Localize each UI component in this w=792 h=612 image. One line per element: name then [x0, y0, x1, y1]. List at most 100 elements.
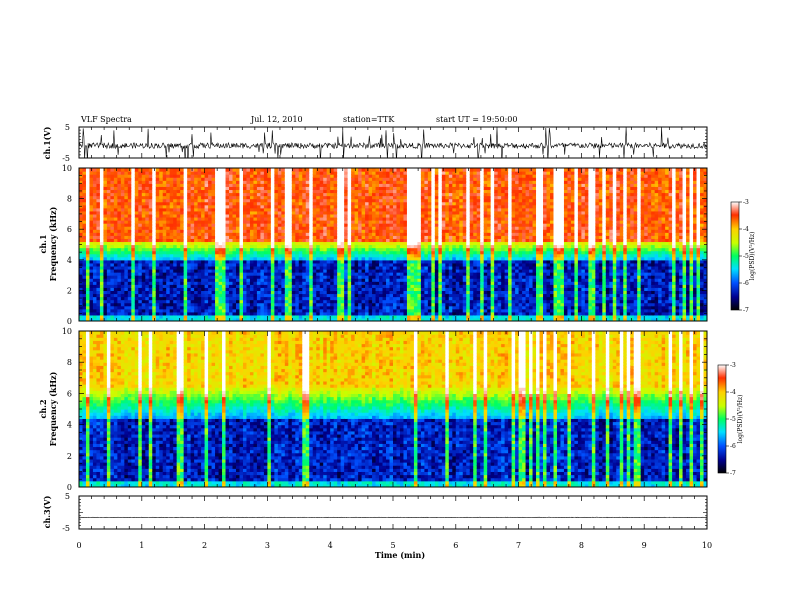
spectrogram-cell [138, 262, 143, 267]
spectrogram-cell [225, 281, 230, 285]
spectrogram-cell [218, 305, 223, 310]
spectrogram-cell [211, 290, 216, 295]
spectrogram-cell [138, 207, 143, 212]
spectrogram-cell [211, 195, 216, 200]
spectrogram-cell [211, 168, 216, 172]
spectrogram-cell [281, 278, 286, 282]
spectrogram-cell [270, 278, 275, 282]
spectrogram-cell [256, 311, 262, 316]
spectrogram-cell [106, 253, 111, 258]
spectrogram-cell [96, 174, 101, 178]
spectrogram-cell [124, 259, 129, 264]
spectrogram-cell [138, 192, 143, 197]
spectrogram-cell [249, 210, 255, 215]
spectrogram-cell [145, 195, 150, 200]
spectrogram-cell [232, 238, 237, 243]
spectrogram-cell [127, 204, 132, 209]
spectrogram-cell [284, 302, 289, 307]
spectrogram-cell [141, 241, 146, 246]
spectrogram-cell [263, 235, 268, 239]
spectrogram-cell [138, 213, 143, 218]
spectrogram-cell [204, 201, 209, 206]
spectrogram-cell [368, 168, 373, 172]
spectrogram-cell [215, 278, 220, 282]
spectrogram-cell [222, 275, 227, 279]
spectrogram-cell [316, 180, 321, 184]
spectrogram-cell [131, 241, 136, 246]
spectrogram-cell [225, 299, 230, 304]
spectrogram-cell [204, 168, 209, 172]
spectrogram-cell [159, 220, 164, 224]
spectrogram-cell [211, 238, 216, 243]
spectrogram-cell [162, 238, 167, 243]
spectrogram-cell [103, 299, 108, 304]
spectrogram-cell [319, 314, 324, 319]
spectrogram-cell [92, 183, 98, 187]
spectrogram-cell [208, 311, 213, 316]
spectrogram-cell [194, 241, 199, 246]
spectrogram-cell [288, 210, 293, 215]
spectrogram-cell [236, 305, 241, 310]
spectrogram-cell [155, 299, 160, 304]
spectrogram-cell [249, 256, 255, 261]
spectrogram-cell [96, 302, 101, 307]
spectrogram-cell [187, 272, 192, 276]
spectrogram-cell [169, 302, 174, 307]
spectrogram-cell [187, 290, 192, 295]
spectrogram-cell [312, 232, 317, 236]
spectrogram-cell [319, 299, 324, 304]
spectrogram-cell [236, 235, 241, 239]
spectrogram-cell [159, 308, 164, 313]
spectrogram-cell [326, 311, 331, 316]
spectrogram-cell [218, 171, 223, 175]
spectrogram-cell [277, 308, 282, 313]
spectrogram-cell [183, 168, 188, 172]
spectrogram-cell [117, 216, 122, 221]
spectrogram-cell [253, 235, 258, 239]
spectrogram-cell [298, 262, 303, 267]
spectrogram-cell [211, 284, 216, 288]
spectrogram-cell [152, 171, 157, 175]
spectrogram-cell [236, 201, 241, 206]
spectrogram-cell [194, 308, 199, 313]
spectrogram-cell [330, 262, 335, 267]
spectrogram-cell [201, 180, 206, 184]
spectrogram-cell [173, 308, 178, 313]
spectrogram-cell [302, 308, 307, 313]
spectrogram-cell [113, 232, 118, 236]
spectrogram-cell [232, 272, 237, 276]
spectrogram-cell [166, 198, 171, 203]
spectrogram-cell [309, 317, 314, 321]
spectrogram-cell [120, 168, 125, 172]
spectrogram-cell [218, 168, 223, 172]
spectrogram-cell [323, 216, 328, 221]
spectrogram-cell [267, 235, 272, 239]
spectrogram-cell [211, 189, 216, 194]
spectrogram-cell [117, 302, 122, 307]
spectrogram-cell [295, 265, 300, 270]
spectrogram-cell [183, 235, 188, 239]
spectrogram-cell [131, 207, 136, 212]
spectrogram-cell [323, 305, 328, 310]
spectrogram-cell [124, 216, 129, 221]
spectrogram-cell [187, 287, 192, 291]
spectrogram-cell [99, 284, 105, 288]
spectrogram-cell [284, 287, 289, 291]
spectrogram-cell [180, 296, 185, 301]
spectrogram-cell [162, 192, 167, 197]
spectrogram-cell [96, 213, 101, 218]
spectrogram-cell [284, 299, 289, 304]
spectrogram-cell [229, 308, 234, 313]
spectrogram-cell [197, 241, 202, 246]
spectrogram-cell [319, 168, 324, 172]
spectrogram-cell [267, 275, 272, 279]
spectrogram-cell [270, 253, 275, 258]
spectrogram-cell [145, 275, 150, 279]
spectrogram-cell [92, 290, 98, 295]
spectrogram-cell [89, 250, 94, 255]
spectrogram-cell [120, 272, 125, 276]
spectrogram-cell [249, 293, 255, 298]
spectrogram-cell [110, 317, 115, 321]
spectrogram-cell [159, 275, 164, 279]
spectrogram-cell [281, 210, 286, 215]
